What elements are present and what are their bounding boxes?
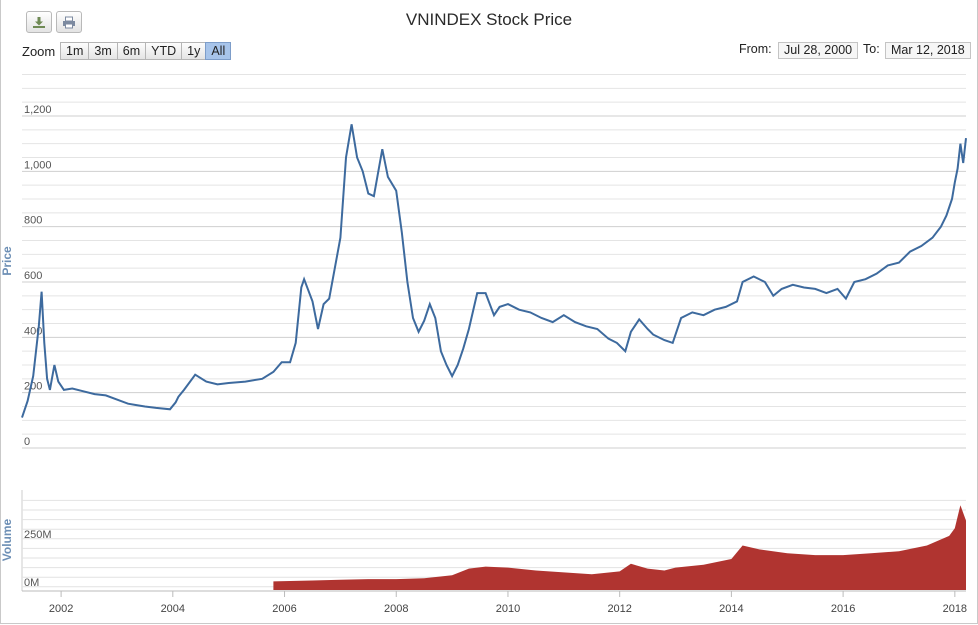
price-tick-label: 1,200 xyxy=(24,104,52,116)
x-tick-label: 2008 xyxy=(384,603,408,615)
zoom-button-group: 1m 3m 6m YTD 1y All xyxy=(60,42,232,60)
price-axis-title: Price xyxy=(0,246,14,276)
x-tick-label: 2016 xyxy=(831,603,855,615)
x-tick-label: 2004 xyxy=(161,603,185,615)
x-tick-label: 2014 xyxy=(719,603,743,615)
x-tick-label: 2006 xyxy=(272,603,296,615)
x-axis: 2002 2004 2006 2008 2010 2012 2014 2016 2018 xyxy=(22,590,967,615)
zoom-all-button[interactable]: All xyxy=(205,42,232,60)
zoom-ytd-button[interactable]: YTD xyxy=(145,42,182,60)
zoom-3m-button[interactable]: 3m xyxy=(88,42,117,60)
price-line xyxy=(21,124,967,418)
to-label: To: xyxy=(863,42,880,56)
x-tick-label: 2002 xyxy=(49,603,73,615)
price-tick-label: 1,000 xyxy=(24,159,52,171)
from-label: From: xyxy=(739,42,772,56)
zoom-1m-button[interactable]: 1m xyxy=(60,42,89,60)
x-tick-label: 2010 xyxy=(496,603,520,615)
volume-tick-label: 250M xyxy=(24,529,52,541)
x-tick-label: 2012 xyxy=(607,603,631,615)
zoom-1y-button[interactable]: 1y xyxy=(181,42,206,60)
price-tick-label: 200 xyxy=(24,381,42,393)
from-date-input[interactable]: Jul 28, 2000 xyxy=(778,42,859,59)
zoom-6m-button[interactable]: 6m xyxy=(116,42,146,60)
x-tick-label: 2018 xyxy=(943,603,967,615)
print-button[interactable] xyxy=(56,11,82,33)
price-tick-label: 800 xyxy=(24,215,42,227)
zoom-label: Zoom xyxy=(22,44,56,59)
volume-axis-labels: 0M 250M xyxy=(24,529,52,589)
chart-title: VNINDEX Stock Price xyxy=(405,10,573,29)
volume-bars xyxy=(273,505,966,590)
volume-tick-label: 0M xyxy=(24,577,39,589)
download-button[interactable] xyxy=(26,11,52,33)
to-date-input[interactable]: Mar 12, 2018 xyxy=(885,42,971,59)
print-icon xyxy=(63,16,75,28)
volume-axis-title: Volume xyxy=(0,518,14,561)
price-tick-label: 600 xyxy=(24,270,42,282)
download-icon xyxy=(33,16,45,28)
price-grid xyxy=(22,74,966,449)
price-tick-label: 0 xyxy=(24,436,30,448)
